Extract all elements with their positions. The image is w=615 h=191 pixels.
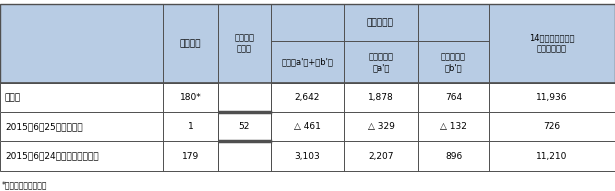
Text: △ 329: △ 329 bbox=[368, 122, 395, 131]
Text: 確定患者: 確定患者 bbox=[180, 39, 201, 48]
Text: 1,878: 1,878 bbox=[368, 93, 394, 102]
Bar bbox=[0, 4, 163, 83]
Text: 3,103: 3,103 bbox=[295, 152, 320, 161]
Bar bbox=[344, 41, 418, 83]
Text: 896: 896 bbox=[445, 152, 462, 161]
Text: 自宅隔離者
（a'）: 自宅隔離者 （a'） bbox=[369, 53, 394, 72]
Bar bbox=[271, 4, 489, 41]
Text: 総数（a'）+（b'）: 総数（a'）+（b'） bbox=[282, 58, 333, 67]
Text: 11,210: 11,210 bbox=[536, 152, 568, 161]
Text: 180*: 180* bbox=[180, 93, 202, 102]
Text: 52: 52 bbox=[239, 122, 250, 131]
Text: △ 132: △ 132 bbox=[440, 122, 467, 131]
Text: 2,207: 2,207 bbox=[368, 152, 394, 161]
Bar bbox=[0, 4, 615, 83]
Bar bbox=[218, 83, 271, 171]
Bar bbox=[0, 83, 615, 112]
Bar bbox=[271, 41, 344, 83]
Text: 2015年6月24日までの報告総数: 2015年6月24日までの報告総数 bbox=[5, 152, 98, 161]
Bar bbox=[0, 112, 615, 142]
Bar bbox=[163, 4, 218, 83]
Text: 院内隔離者
（b'）: 院内隔離者 （b'） bbox=[441, 53, 466, 72]
Bar bbox=[418, 41, 489, 83]
Text: 実施中の
検査数: 実施中の 検査数 bbox=[234, 34, 255, 53]
Text: 11,936: 11,936 bbox=[536, 93, 568, 102]
Bar bbox=[0, 112, 615, 142]
Text: 濃厚接触者: 濃厚接触者 bbox=[367, 18, 393, 27]
Text: 2015年6月25日の報告数: 2015年6月25日の報告数 bbox=[5, 122, 82, 131]
Text: *中国での症例を含む: *中国での症例を含む bbox=[1, 180, 47, 189]
Text: 累計数: 累計数 bbox=[5, 93, 21, 102]
Bar bbox=[0, 142, 615, 171]
Bar bbox=[0, 83, 615, 112]
Text: 179: 179 bbox=[182, 152, 199, 161]
Text: 1: 1 bbox=[188, 122, 194, 131]
Text: 764: 764 bbox=[445, 93, 462, 102]
Bar bbox=[218, 4, 271, 83]
Bar bbox=[0, 142, 615, 171]
Text: 2,642: 2,642 bbox=[295, 93, 320, 102]
Text: △ 461: △ 461 bbox=[294, 122, 321, 131]
Text: 726: 726 bbox=[544, 122, 560, 131]
Bar bbox=[489, 4, 615, 83]
Text: 14日間の健康監視
を完了した者: 14日間の健康監視 を完了した者 bbox=[530, 34, 574, 53]
